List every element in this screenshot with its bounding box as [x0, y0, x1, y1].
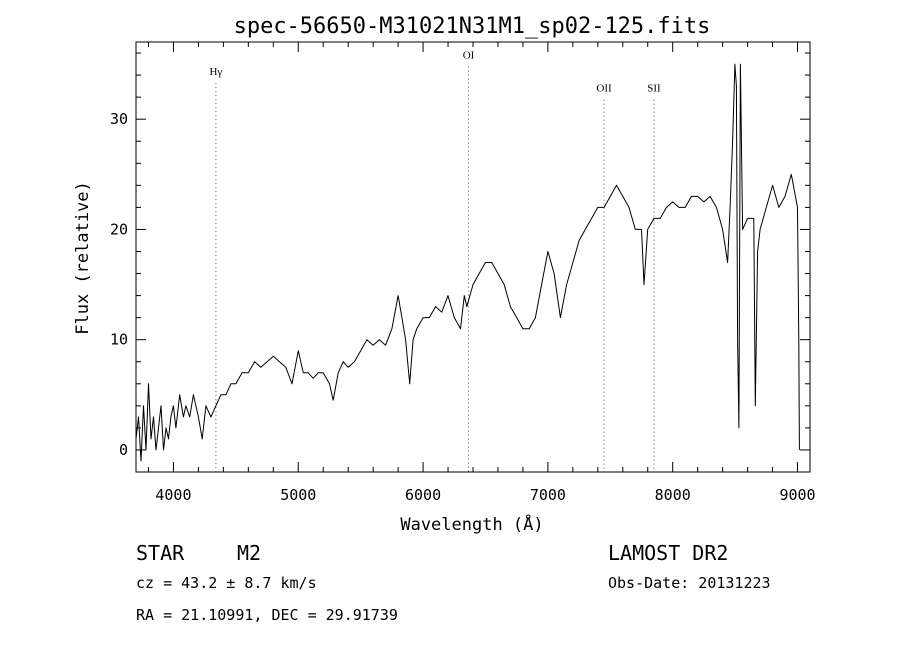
coords-text: RA = 21.10991, DEC = 29.91739 — [136, 606, 398, 624]
x-tick-label: 4000 — [155, 486, 191, 504]
plot-frame — [135, 41, 811, 473]
cz-text: cz = 43.2 ± 8.7 km/s — [136, 574, 317, 592]
y-tick-label: 0 — [119, 441, 128, 459]
x-tick-label: 6000 — [405, 486, 441, 504]
annotation-label: Hγ — [209, 66, 222, 78]
y-tick-label: 20 — [110, 220, 128, 238]
x-tick-label: 7000 — [530, 486, 566, 504]
y-axis: 0 10 20 30 — [110, 52, 810, 473]
x-tick-label: 8000 — [655, 486, 691, 504]
annotation-labels: Hγ OI OII SII — [209, 50, 661, 95]
survey-name: LAMOST DR2 — [608, 541, 728, 565]
x-axis: 4000 5000 6000 7000 8000 9000 — [147, 42, 816, 504]
object-class: STAR — [136, 541, 185, 565]
x-tick-label: 5000 — [280, 486, 316, 504]
y-tick-label: 10 — [110, 331, 128, 349]
spectrum-series — [135, 63, 800, 462]
spectrum-line-0 — [135, 63, 800, 462]
x-tick-label: 9000 — [779, 486, 815, 504]
annotation-label: SII — [647, 83, 661, 95]
object-subclass: M2 — [237, 541, 261, 565]
annotation-label: OI — [463, 50, 475, 62]
y-tick-label: 30 — [110, 110, 128, 128]
annotation-label: OII — [596, 83, 612, 95]
chart-title: spec-56650-M31021N31M1_sp02-125.fits — [234, 14, 711, 39]
y-axis-label: Flux (relative) — [73, 181, 93, 335]
x-axis-label: Wavelength (Å) — [400, 513, 543, 535]
annotation-lines — [215, 66, 655, 472]
obs-date-text: Obs-Date: 20131223 — [608, 574, 771, 592]
